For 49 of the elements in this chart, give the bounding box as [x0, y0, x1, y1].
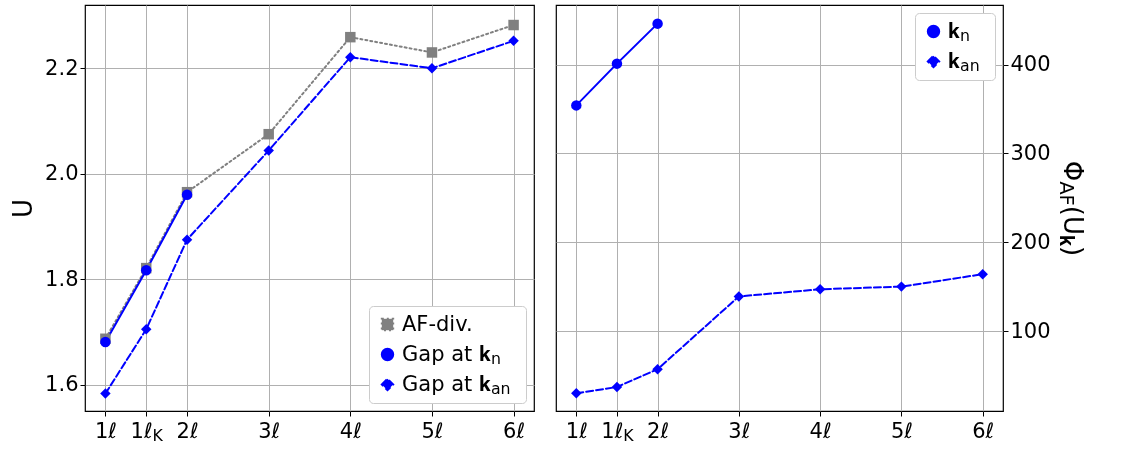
point [263, 145, 274, 156]
point [100, 388, 111, 399]
y2-tick-label: 200 [1010, 229, 1051, 254]
point [426, 63, 438, 74]
x-tick-label: 5ℓ [421, 418, 444, 443]
point [345, 31, 356, 43]
x-tick-label: 1ℓ [94, 418, 117, 443]
x-tick-label: 4ℓ [339, 418, 362, 443]
x-tick-label: 3ℓ [728, 418, 751, 443]
y2-tick-label: 400 [1010, 52, 1051, 77]
point [896, 281, 907, 292]
point [263, 128, 274, 140]
y2-tick-label: 300 [1010, 140, 1051, 165]
point [426, 47, 438, 58]
point [571, 100, 582, 111]
point [140, 324, 152, 335]
point [977, 268, 988, 280]
x-tick-label: 3ℓ [258, 418, 281, 443]
legend-label: Gap at 𝐤$_{an}$ [402, 371, 511, 398]
point [571, 387, 582, 399]
point [733, 291, 745, 302]
point [345, 51, 356, 63]
legend-label: Gap at 𝐤$_{n}$ [402, 341, 501, 368]
x-tick-label: 1ℓ$_{K}$ [130, 418, 164, 445]
legend-label: 𝐤$_{n}$ [948, 18, 970, 45]
x-tick-label: 2ℓ [647, 418, 670, 443]
point [611, 381, 623, 393]
y-tick-label: 1.6 [45, 372, 79, 397]
point [508, 35, 519, 47]
point [814, 284, 826, 295]
x-tick-label: 6ℓ [972, 418, 995, 443]
y-tick-label: 1.8 [45, 266, 79, 291]
x-tick-label: 5ℓ [890, 418, 913, 443]
point [611, 58, 623, 69]
y-tick-label: 2.0 [45, 161, 79, 186]
point [652, 18, 663, 29]
x-tick-label: 1ℓ [565, 418, 588, 443]
legend-label: 𝐤$_{an}$ [948, 48, 980, 75]
point [508, 19, 519, 31]
x-tick-label: 2ℓ [176, 418, 199, 443]
point [181, 234, 193, 245]
x-tick-label: 1ℓ$_{K}$ [601, 418, 635, 445]
point [652, 364, 663, 375]
y2-tick-label: 100 [1010, 318, 1051, 343]
legend-label: AF-div. [402, 311, 473, 336]
y-axis-title: U [8, 198, 39, 219]
x-tick-label: 4ℓ [809, 418, 832, 443]
x-tick-label: 6ℓ [503, 418, 526, 443]
y-tick-label: 2.2 [45, 55, 79, 80]
